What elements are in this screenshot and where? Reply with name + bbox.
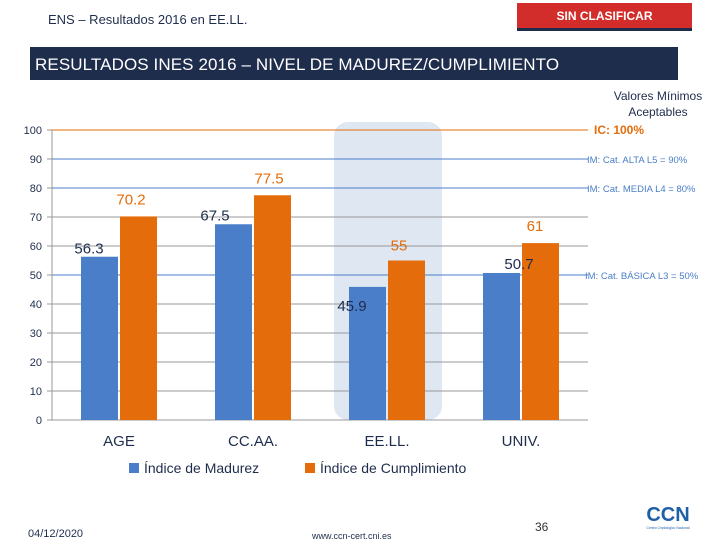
y-tick-label: 100 (24, 125, 42, 137)
y-tick-label: 60 (30, 241, 42, 253)
legend-swatch-madurez (129, 463, 139, 473)
x-tick-label: UNIV. (502, 433, 541, 450)
reference-line-label: IM: Cat. ALTA L5 = 90% (587, 155, 688, 166)
footer-url: www.ccn-cert.cni.es (312, 531, 392, 541)
page-number: 36 (535, 520, 549, 534)
legend-swatch-cumplimiento (305, 463, 315, 473)
x-tick-label: AGE (103, 433, 135, 450)
footer-date: 04/12/2020 (28, 528, 84, 540)
doc-title: ENS – Resultados 2016 en EE.LL. (48, 12, 248, 27)
classification-badge: SIN CLASIFICAR (517, 3, 692, 31)
reference-line-label: IM: Cat. BÁSICA L3 = 50% (585, 271, 699, 282)
y-tick-label: 10 (30, 386, 42, 398)
data-label-madurez: 45.9 (337, 298, 366, 315)
reference-line-label: IM: Cat. MEDIA L4 = 80% (587, 184, 696, 195)
legend-label-cumplimiento: Índice de Cumplimiento (320, 460, 467, 476)
x-tick-label: CC.AA. (228, 433, 278, 450)
bar-cumplimiento (254, 195, 291, 420)
top-header: ENS – Resultados 2016 en EE.LL. SIN CLAS… (0, 0, 720, 38)
data-label-madurez: 50.7 (504, 256, 533, 273)
bar-chart: 0 10 20 30 40 50 60 70 80 90 100 IC: 100% IM: Cat. A… (24, 122, 699, 476)
bar-madurez (349, 286, 386, 420)
bar-madurez (215, 224, 252, 420)
bar-madurez (81, 256, 118, 420)
y-tick-label: 90 (30, 154, 42, 166)
bar-cumplimiento (522, 243, 559, 420)
reference-line-label: IC: 100% (594, 123, 644, 137)
bar-cumplimiento (388, 260, 425, 420)
data-label-cumplimiento: 55 (391, 238, 408, 255)
data-label-madurez: 67.5 (200, 207, 229, 224)
y-tick-label: 70 (30, 212, 42, 224)
y-tick-label: 20 (30, 357, 42, 369)
logo-subtitle: Centro Criptológico Nacional (646, 526, 689, 530)
reference-values-header: Valores Mínimos Aceptables (613, 89, 703, 119)
data-label-cumplimiento: 70.2 (116, 191, 145, 208)
bar-cumplimiento (120, 216, 157, 420)
ccn-logo: CCN Centro Criptológico Nacional (632, 499, 704, 531)
y-tick-label: 40 (30, 299, 42, 311)
data-label-madurez: 56.3 (74, 241, 103, 258)
x-tick-label: EE.LL. (364, 433, 409, 450)
logo-text: CCN (646, 504, 689, 526)
data-label-cumplimiento: 61 (527, 218, 544, 235)
y-tick-label: 80 (30, 183, 42, 195)
slide-title-bar: RESULTADOS INES 2016 – NIVEL DE MADUREZ/… (30, 47, 678, 80)
y-tick-label: 30 (30, 328, 42, 340)
y-tick-label: 50 (30, 270, 42, 282)
y-tick-label: 0 (36, 415, 42, 427)
slide-title: RESULTADOS INES 2016 – NIVEL DE MADUREZ/… (35, 55, 560, 74)
legend-label-madurez: Índice de Madurez (144, 460, 259, 476)
data-label-cumplimiento: 77.5 (254, 170, 283, 187)
bar-madurez (483, 272, 520, 420)
